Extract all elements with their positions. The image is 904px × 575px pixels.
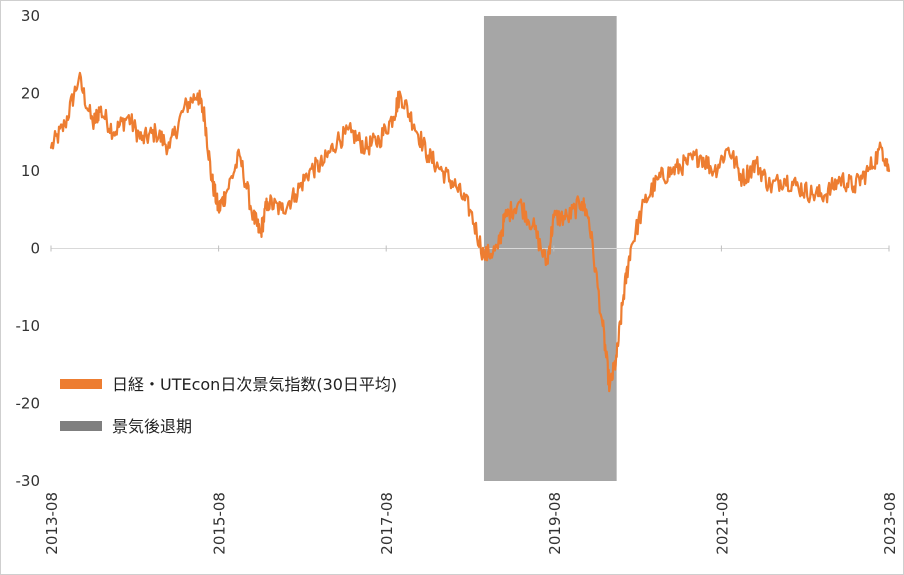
legend-item-recession: 景気後退期 <box>60 417 192 436</box>
y-tick-label: 0 <box>30 240 40 258</box>
x-tick-label: 2015-08 <box>211 492 229 555</box>
y-tick-label: 10 <box>21 162 40 180</box>
y-tick-label: -30 <box>16 472 41 490</box>
x-tick-label: 2019-08 <box>546 492 564 555</box>
axis-layer <box>50 245 890 252</box>
x-axis-ticks: 2013-08 2015-08 2017-08 2019-08 2021-08 2023-… <box>43 492 899 555</box>
y-tick-label: 20 <box>21 85 40 103</box>
legend-item-index: 日経・UTEcon日次景気指数(30日平均) <box>60 375 397 394</box>
y-tick-label: -10 <box>16 317 41 335</box>
legend-swatch-recession <box>60 421 102 431</box>
y-tick-label: 30 <box>21 7 40 25</box>
legend: 日経・UTEcon日次景気指数(30日平均) 景気後退期 <box>60 375 397 436</box>
y-tick-label: -20 <box>16 395 41 413</box>
x-tick-label: 2021-08 <box>713 492 731 555</box>
y-axis-ticks: 30 20 10 0 -10 -20 -30 <box>16 7 41 490</box>
series-layer <box>49 71 891 393</box>
series-line-index <box>49 71 891 393</box>
legend-label-recession: 景気後退期 <box>112 417 192 436</box>
legend-label-index: 日経・UTEcon日次景気指数(30日平均) <box>112 375 397 394</box>
legend-swatch-index <box>60 379 102 389</box>
x-tick-label: 2023-08 <box>881 492 899 555</box>
x-tick-label: 2013-08 <box>43 492 61 555</box>
x-tick-label: 2017-08 <box>378 492 396 555</box>
